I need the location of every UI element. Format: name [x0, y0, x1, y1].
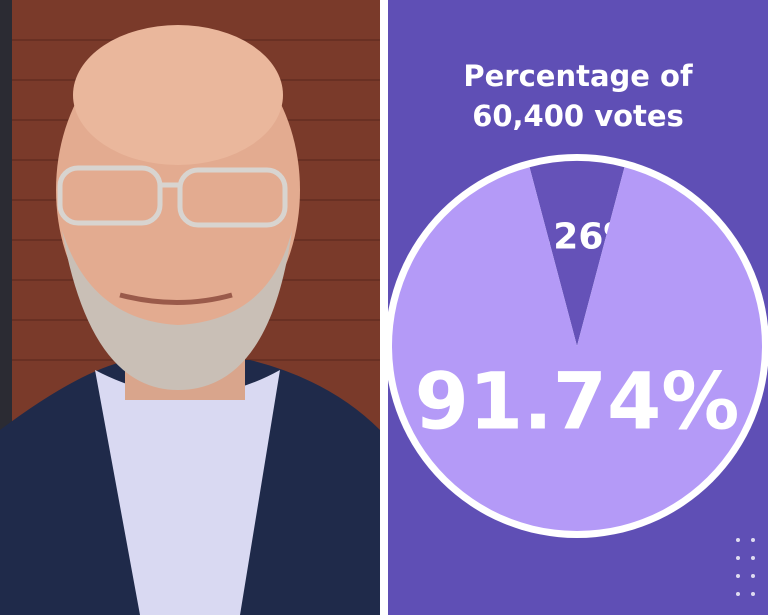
pie-chart: 8.26%91.74%	[388, 154, 768, 596]
decor-dots	[736, 538, 755, 596]
chart-title: Percentage of 60,400 votes	[463, 59, 693, 133]
value-label: 91.74%	[415, 358, 740, 448]
portrait-photo	[0, 0, 380, 615]
pie-slice	[529, 160, 625, 346]
pie-slice	[392, 167, 762, 531]
